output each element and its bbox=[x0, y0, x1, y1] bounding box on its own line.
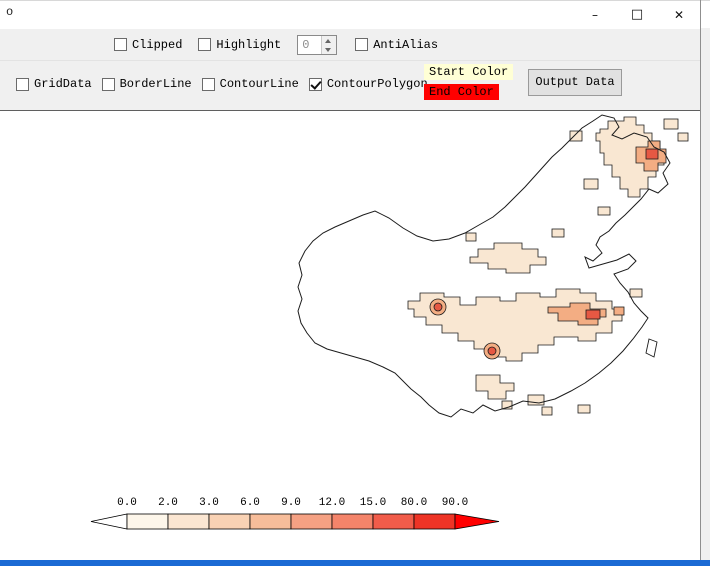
window-controls: – □ ✕ bbox=[574, 1, 700, 29]
spinner-value[interactable]: 0 bbox=[302, 37, 310, 52]
contourpolygon-checkbox-item[interactable]: ContourPolygon bbox=[308, 77, 428, 91]
taskbar-strip bbox=[0, 560, 710, 566]
clipped-label: Clipped bbox=[132, 37, 183, 52]
contourpolygon-label: ContourPolygon bbox=[326, 77, 428, 91]
antialias-label: AntiAlias bbox=[373, 37, 439, 52]
output-data-button[interactable]: Output Data bbox=[528, 69, 622, 96]
legend-segment bbox=[290, 513, 333, 530]
contour-polygon bbox=[475, 374, 515, 400]
title-bar: o – □ ✕ bbox=[0, 0, 710, 29]
contour-polygon bbox=[677, 132, 689, 142]
spinner-buttons bbox=[321, 35, 337, 54]
legend-segment bbox=[372, 513, 415, 530]
borderline-checkbox[interactable] bbox=[101, 77, 115, 91]
legend-segment bbox=[208, 513, 251, 530]
desktop-strip bbox=[701, 28, 710, 560]
legend-segment bbox=[413, 513, 456, 530]
color-scale-legend: 0.0 2.0 3.0 6.0 9.0 12.0 15.0 80.0 90.0 bbox=[90, 497, 502, 543]
griddata-checkbox[interactable] bbox=[16, 77, 29, 91]
antialias-checkbox-item[interactable]: AntiAlias bbox=[355, 38, 438, 52]
app-icon: o bbox=[6, 5, 14, 19]
borderline-checkbox-item[interactable]: BorderLine bbox=[101, 77, 192, 91]
legend-tick: 15.0 bbox=[359, 497, 387, 509]
toolbar-row-2: GridData BorderLine ContourLine ContourP… bbox=[0, 61, 710, 111]
end-color-chip[interactable]: End Color bbox=[424, 84, 499, 100]
highlight-checkbox-item[interactable]: Highlight bbox=[198, 38, 281, 52]
toolbar-row-1: Clipped Highlight 0 AntiAlias bbox=[0, 29, 710, 61]
contour-polygon bbox=[577, 404, 591, 414]
legend-left-tip bbox=[90, 513, 128, 530]
contour-polygon bbox=[465, 232, 477, 242]
contour-polygon bbox=[629, 288, 643, 298]
legend-tick: 2.0 bbox=[158, 497, 178, 509]
spinner-down-icon[interactable] bbox=[322, 44, 337, 54]
contourline-label: ContourLine bbox=[219, 77, 299, 91]
legend-tick: 6.0 bbox=[240, 497, 260, 509]
clipped-checkbox-item[interactable]: Clipped bbox=[114, 38, 182, 52]
contourline-checkbox[interactable] bbox=[201, 77, 215, 91]
contour-polygon bbox=[583, 178, 599, 190]
spinner-up-icon[interactable] bbox=[322, 35, 337, 45]
legend-segment bbox=[331, 513, 374, 530]
maximize-button[interactable]: □ bbox=[630, 7, 644, 22]
legend-tick: 80.0 bbox=[400, 497, 428, 509]
highlight-index-spinner[interactable]: 0 bbox=[297, 34, 338, 55]
legend-tick: 0.0 bbox=[117, 497, 137, 509]
contour-polygon bbox=[469, 242, 547, 274]
china-outline bbox=[297, 114, 671, 418]
contourpolygon-checkbox[interactable] bbox=[308, 77, 322, 91]
legend-tick: 9.0 bbox=[281, 497, 301, 509]
contour-polygon bbox=[527, 394, 545, 406]
highlight-label: Highlight bbox=[216, 37, 282, 52]
griddata-label: GridData bbox=[34, 77, 92, 91]
legend-tick: 3.0 bbox=[199, 497, 219, 509]
contour-polygon bbox=[541, 406, 553, 416]
contour-polygon bbox=[613, 306, 625, 316]
taiwan-island-outline bbox=[645, 338, 658, 358]
clipped-checkbox[interactable] bbox=[114, 38, 127, 51]
legend-segment bbox=[249, 513, 292, 530]
contour-polygon bbox=[569, 130, 583, 142]
layer-checkboxes: GridData BorderLine ContourLine ContourP… bbox=[16, 77, 438, 91]
close-button[interactable]: ✕ bbox=[673, 8, 685, 22]
contour-polygon bbox=[585, 309, 601, 320]
contour-polygon bbox=[663, 118, 679, 130]
contour-polygon bbox=[551, 228, 565, 238]
borderline-label: BorderLine bbox=[119, 77, 192, 91]
map-canvas[interactable] bbox=[0, 111, 710, 561]
legend-segment bbox=[167, 513, 210, 530]
contourline-checkbox-item[interactable]: ContourLine bbox=[201, 77, 299, 91]
contour-polygon bbox=[501, 400, 513, 410]
window-right-border bbox=[700, 0, 701, 560]
legend-segment bbox=[126, 513, 169, 530]
legend-tick: 12.0 bbox=[318, 497, 346, 509]
griddata-checkbox-item[interactable]: GridData bbox=[16, 77, 92, 91]
highlight-checkbox[interactable] bbox=[198, 38, 212, 51]
legend-ticks: 0.0 2.0 3.0 6.0 9.0 12.0 15.0 80.0 90.0 bbox=[90, 497, 502, 511]
contour-polygon bbox=[487, 346, 497, 356]
antialias-checkbox[interactable] bbox=[355, 38, 369, 51]
contour-polygon bbox=[433, 302, 443, 312]
start-color-chip[interactable]: Start Color bbox=[424, 64, 514, 80]
contour-polygon bbox=[597, 206, 611, 216]
color-chips: Start Color End Color bbox=[424, 64, 514, 100]
legend-right-tip bbox=[454, 513, 500, 530]
legend-tick: 90.0 bbox=[441, 497, 469, 509]
contour-polygon bbox=[645, 148, 659, 160]
legend-bar bbox=[90, 513, 500, 530]
minimize-button[interactable]: – bbox=[592, 8, 598, 22]
map-view: 0.0 2.0 3.0 6.0 9.0 12.0 15.0 80.0 90.0 bbox=[0, 111, 710, 561]
